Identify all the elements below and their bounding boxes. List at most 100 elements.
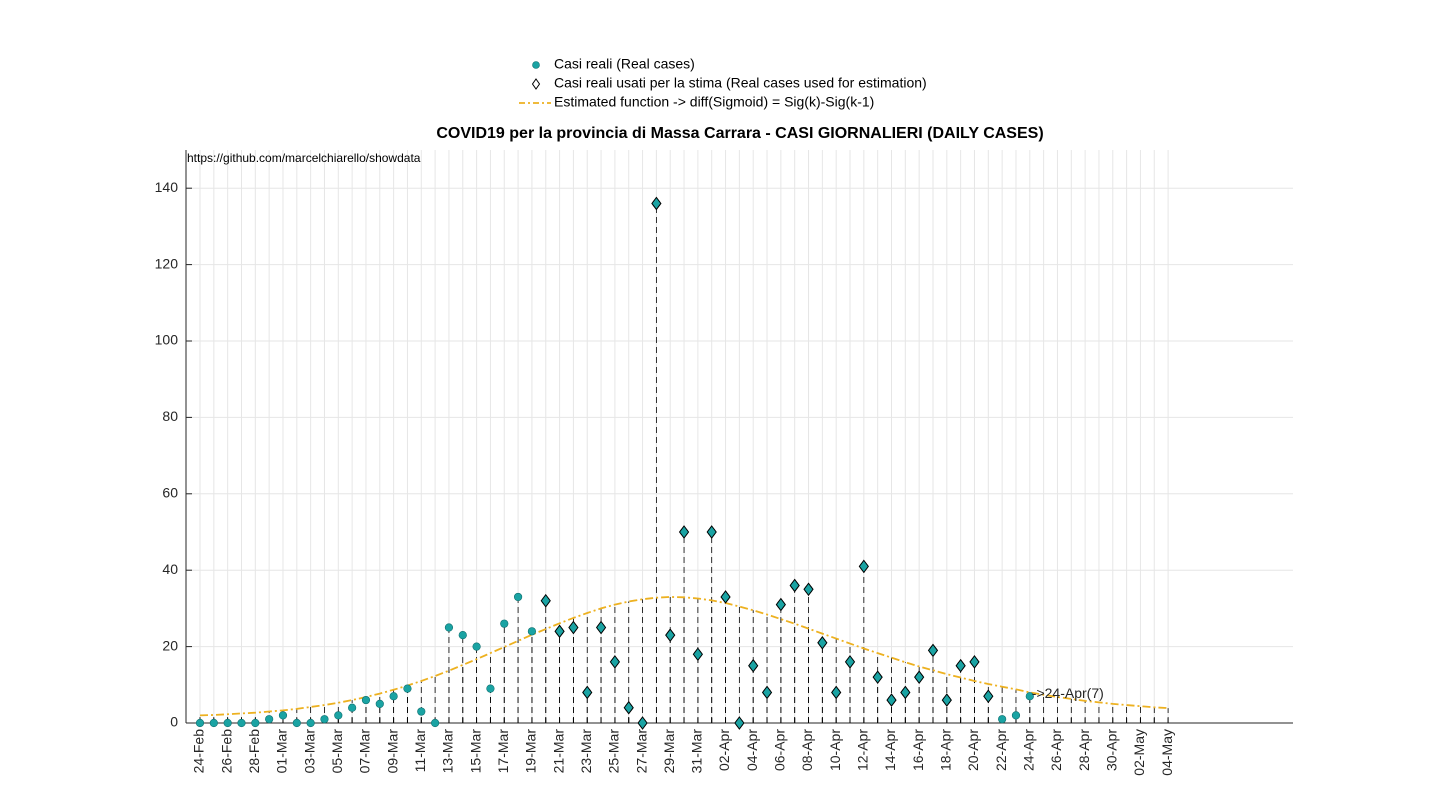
estimation-point: [927, 643, 939, 658]
legend-label: Casi reali (Real cases): [554, 56, 695, 72]
real-case-point: [998, 715, 1007, 724]
y-tick-label: 80: [162, 408, 178, 424]
estimation-point: [582, 685, 593, 700]
real-case-point: [444, 623, 454, 632]
real-case-point: [237, 718, 246, 728]
estimation-point: [637, 716, 648, 730]
x-tick-label: 17-Mar: [495, 729, 511, 774]
x-tick-label: 15-Mar: [467, 729, 483, 774]
x-tick-label: 24-Apr: [1021, 729, 1037, 771]
estimation-point: [941, 693, 952, 707]
real-case-point: [458, 631, 467, 640]
x-tick-label: 13-Mar: [440, 729, 456, 774]
estimate-line: [199, 596, 1169, 717]
legend-label: Casi reali usati per la stima (Real case…: [554, 75, 927, 91]
real-case-point: [527, 627, 537, 636]
y-tick-label: 140: [155, 179, 179, 195]
estimation-point: [651, 196, 662, 211]
y-tick-label: 0: [170, 714, 178, 730]
real-case-point: [334, 711, 343, 720]
legend-label: Estimated function -> diff(Sigmoid) = Si…: [554, 94, 874, 110]
estimation-point: [609, 655, 621, 669]
estimation-point: [858, 559, 869, 574]
real-case-point: [1025, 692, 1034, 701]
x-tick-label: 25-Mar: [606, 729, 622, 774]
x-tick-label: 02-Apr: [716, 729, 732, 771]
estimation-point: [775, 597, 786, 612]
real-case-point: [513, 592, 523, 602]
x-tick-label: 26-Apr: [1048, 729, 1064, 771]
x-tick-label: 12-Apr: [855, 729, 871, 771]
estimation-point: [761, 685, 773, 700]
real-case-point: [431, 718, 440, 728]
x-tick-label: 29-Mar: [661, 729, 677, 774]
estimation-point: [886, 693, 897, 707]
estimation-point: [969, 655, 980, 669]
x-tick-label: 28-Feb: [246, 729, 262, 774]
estimation-point: [623, 700, 634, 715]
annotation: ->24-Apr(7): [1032, 685, 1104, 701]
x-tick-label: 20-Apr: [965, 729, 981, 771]
estimation-point: [706, 525, 717, 539]
estimation-point: [817, 635, 828, 650]
x-tick-label: 23-Mar: [578, 729, 594, 774]
x-tick-label: 09-Mar: [384, 729, 400, 774]
x-tick-label: 07-Mar: [357, 729, 373, 774]
estimation-point: [831, 685, 842, 700]
y-tick-label: 100: [155, 332, 179, 348]
legend: Casi reali (Real cases) Casi reali usati …: [519, 56, 927, 110]
estimation-point: [692, 647, 704, 662]
x-tick-label: 22-Apr: [993, 729, 1009, 771]
x-tick-label: 10-Apr: [827, 729, 843, 771]
real-case-point: [361, 695, 371, 705]
real-case-point: [403, 684, 412, 693]
x-tick-label: 14-Apr: [882, 729, 898, 771]
y-tick-label: 60: [162, 485, 178, 501]
legend-marker: [531, 78, 541, 90]
chart-title: COVID19 per la provincia di Massa Carrar…: [436, 125, 1043, 142]
y-tick-label: 40: [162, 561, 178, 577]
x-tick-label: 05-Mar: [329, 729, 345, 774]
estimation-point: [803, 582, 814, 597]
real-case-point: [500, 619, 509, 628]
estimation-point: [748, 658, 759, 673]
estimation-point: [665, 628, 676, 642]
estimation-point: [955, 658, 966, 673]
x-tick-label: 19-Mar: [523, 729, 539, 774]
real-case-point: [417, 707, 426, 716]
estimation-point: [568, 620, 579, 635]
real-case-point: [251, 718, 260, 728]
estimation-point: [540, 593, 551, 608]
estimation-point: [554, 624, 565, 639]
x-tick-label: 03-Mar: [301, 729, 317, 774]
legend-marker: [532, 61, 540, 69]
real-case-point: [265, 715, 274, 724]
x-tick-label: 26-Feb: [218, 729, 234, 774]
x-tick-label: 08-Apr: [799, 729, 815, 771]
real-case-point: [1011, 711, 1021, 720]
x-tick-label: 04-Apr: [744, 729, 760, 771]
estimation-point: [678, 525, 690, 539]
real-case-point: [375, 699, 384, 709]
real-case-point: [209, 718, 218, 728]
source-url: https://github.com/marcelchiarello/showd…: [187, 151, 421, 165]
estimation-point: [595, 620, 607, 635]
x-tick-label: 31-Mar: [689, 729, 705, 774]
estimation-point: [720, 590, 731, 604]
x-tick-label: 11-Mar: [412, 729, 428, 773]
real-case-point: [348, 703, 357, 712]
estimation-point: [983, 689, 994, 704]
estimation-point: [789, 578, 800, 593]
real-case-point: [320, 715, 329, 724]
x-tick-label: 28-Apr: [1076, 729, 1092, 771]
real-case-point: [223, 718, 232, 728]
x-tick-label: 30-Apr: [1103, 729, 1119, 771]
x-tick-label: 21-Mar: [550, 729, 566, 774]
real-case-point: [472, 642, 481, 651]
estimation-point: [844, 655, 856, 669]
estimation-point: [872, 670, 883, 684]
real-case-point: [292, 718, 301, 728]
real-case-point: [306, 718, 315, 728]
